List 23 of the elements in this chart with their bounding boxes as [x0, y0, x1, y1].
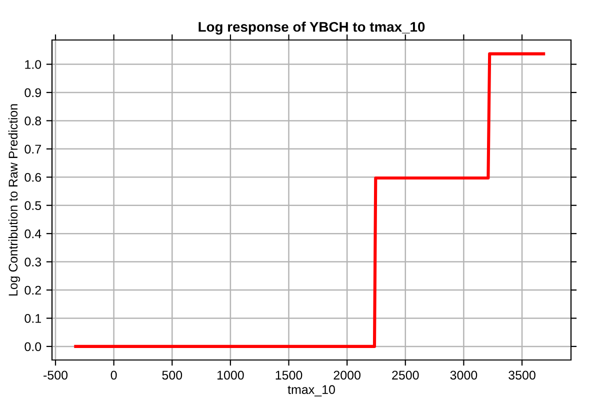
y-tick-label: 1.0 [25, 60, 42, 69]
x-tick-label: 2000 [334, 370, 360, 380]
x-tick-label: 1000 [217, 370, 244, 380]
y-tick-label: 0.4 [24, 229, 42, 238]
y-tick-label: 0.8 [24, 116, 42, 126]
x-tick-label: 2500 [392, 370, 419, 380]
chart-title: Log response of YBCH to tmax_10 [198, 22, 425, 35]
x-tick-label: 1500 [276, 370, 302, 380]
x-tick-label: 500 [162, 370, 182, 380]
y-tick-label: 0.0 [24, 342, 42, 352]
x-tick-label: -500 [44, 370, 68, 380]
y-tick-label: 0.1 [24, 314, 41, 323]
y-tick-label: 0.7 [24, 144, 41, 154]
x-tick-label: 3000 [450, 370, 478, 380]
x-tick-label: 0 [110, 370, 117, 380]
y-tick-label: 0.5 [24, 201, 42, 210]
y-axis-title: Log Contribution to Raw Prediction [8, 104, 20, 296]
y-tick-label: 0.2 [24, 286, 41, 295]
y-tick-label: 0.3 [24, 258, 42, 266]
x-tick-label: 3500 [508, 370, 536, 380]
x-axis-title: tmax_10 [288, 385, 335, 396]
y-tick-label: 0.6 [24, 172, 42, 182]
y-tick-label: 0.9 [24, 88, 41, 98]
